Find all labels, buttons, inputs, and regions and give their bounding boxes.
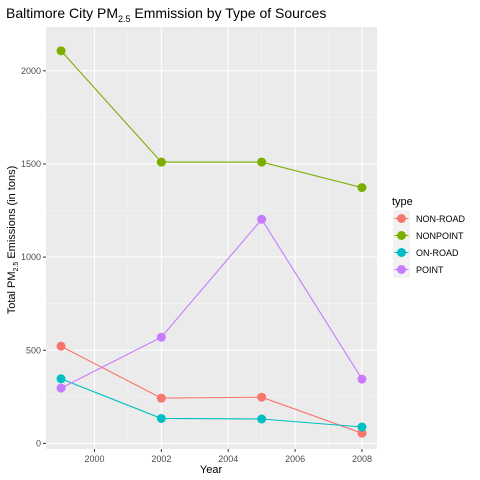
data-point-nonpoint bbox=[357, 183, 367, 193]
y-tick-label: 500 bbox=[26, 345, 41, 355]
x-tick-label: 2002 bbox=[151, 454, 171, 464]
data-point-point bbox=[357, 374, 367, 384]
y-tick-label: 0 bbox=[36, 438, 41, 448]
data-point-non-road bbox=[257, 392, 267, 402]
legend-key-point bbox=[397, 214, 406, 223]
legend-label: POINT bbox=[416, 265, 444, 275]
series-line-point bbox=[60, 218, 363, 389]
legend-label: NON-ROAD bbox=[416, 214, 465, 224]
series-nonpoint bbox=[56, 46, 367, 193]
data-point-point bbox=[56, 383, 66, 393]
legend-key-point bbox=[397, 231, 406, 240]
series-line-on-road bbox=[60, 378, 363, 428]
legend-key-point bbox=[397, 248, 406, 257]
series-layer bbox=[56, 46, 367, 438]
series-line-nonpoint bbox=[60, 50, 363, 189]
x-tick-label: 2008 bbox=[352, 454, 372, 464]
legend-title: type bbox=[392, 196, 413, 208]
x-tick-label: 2000 bbox=[84, 454, 104, 464]
y-tick-label: 1000 bbox=[21, 252, 41, 262]
data-point-non-road bbox=[56, 341, 66, 351]
legend-item: NON-ROAD bbox=[393, 210, 465, 227]
series-point bbox=[56, 214, 367, 393]
legend-item: POINT bbox=[393, 261, 444, 278]
chart-title: Baltimore City PM2.5 Emmission by Type o… bbox=[6, 5, 326, 24]
data-point-point bbox=[257, 214, 267, 224]
data-point-on-road bbox=[56, 374, 66, 384]
data-point-nonpoint bbox=[156, 157, 166, 167]
series-non-road bbox=[56, 341, 367, 438]
x-tick-label: 2004 bbox=[218, 454, 238, 464]
data-point-on-road bbox=[257, 414, 267, 424]
data-point-on-road bbox=[357, 422, 367, 432]
series-line-non-road bbox=[60, 345, 363, 434]
x-axis-ticks: 2000 2002 2004 2006 2008 bbox=[84, 449, 372, 464]
x-tick-label: 2006 bbox=[285, 454, 305, 464]
legend-item: ON-ROAD bbox=[393, 244, 459, 261]
legend-label: NONPOINT bbox=[416, 231, 464, 241]
y-axis-ticks: 0 500 1000 1500 2000 bbox=[21, 66, 46, 448]
y-tick-label: 1500 bbox=[21, 159, 41, 169]
legend-key-point bbox=[397, 265, 406, 274]
x-axis-title: Year bbox=[200, 464, 223, 476]
legend-item: NONPOINT bbox=[393, 227, 464, 244]
data-point-on-road bbox=[156, 413, 166, 423]
legend: type NON-ROAD NONPOINT ON-ROAD POINT bbox=[392, 196, 465, 278]
data-point-non-road bbox=[357, 428, 367, 438]
legend-label: ON-ROAD bbox=[416, 248, 459, 258]
data-point-non-road bbox=[156, 393, 166, 403]
y-axis-title: Total PM2.5 Emissions (in tons) bbox=[6, 166, 20, 315]
data-point-nonpoint bbox=[56, 46, 66, 56]
plot-panel bbox=[46, 27, 377, 449]
data-point-point bbox=[156, 332, 166, 342]
data-point-nonpoint bbox=[257, 157, 267, 167]
y-tick-label: 2000 bbox=[21, 66, 41, 76]
series-on-road bbox=[56, 374, 367, 432]
